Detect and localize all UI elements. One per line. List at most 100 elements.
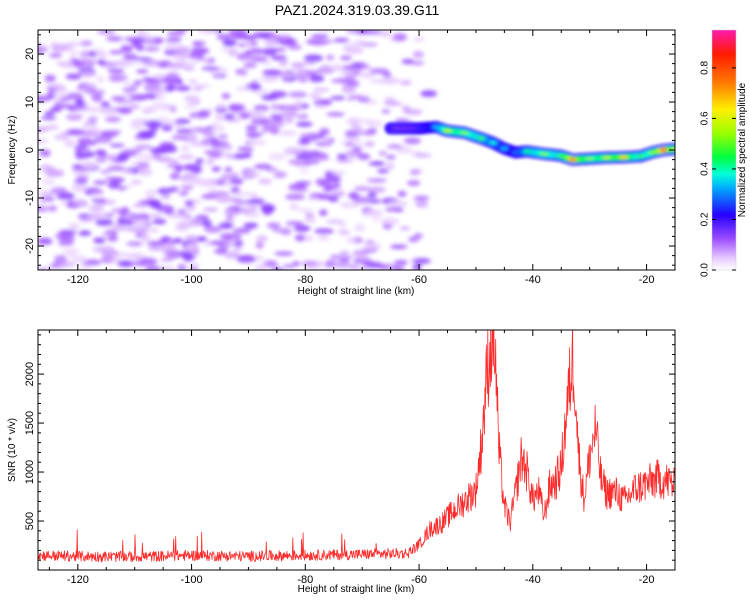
noise-patch [148, 227, 160, 233]
noise-patch [299, 169, 310, 174]
noise-patch [232, 228, 248, 234]
noise-patch [100, 101, 110, 107]
noise-patch [256, 235, 269, 242]
noise-patch [139, 257, 158, 266]
noise-patch [303, 235, 315, 243]
noise-patch [305, 213, 315, 218]
noise-patch [225, 118, 242, 123]
noise-patch [222, 233, 242, 242]
noise-patch [413, 36, 425, 43]
noise-patch [220, 47, 229, 52]
colorbar-label: Normalized spectral amplitude [737, 82, 748, 217]
noise-patch [248, 113, 265, 120]
noise-patch [40, 116, 57, 121]
noise-patch [249, 198, 265, 204]
noise-patch [133, 80, 143, 86]
noise-patch [114, 99, 135, 104]
noise-patch [134, 226, 149, 234]
y-tick-label: 1500 [24, 411, 36, 435]
noise-patch [380, 30, 392, 38]
y-tick-label: 20 [24, 48, 36, 60]
noise-patch [177, 264, 187, 270]
noise-patch [253, 163, 273, 170]
noise-patch [38, 49, 46, 53]
noise-patch [225, 214, 234, 222]
noise-patch [275, 34, 285, 41]
noise-patch [355, 222, 365, 230]
x-tick-label: -20 [639, 574, 655, 586]
y-tick-label: 2000 [24, 362, 36, 386]
colorbar-ticks: 0.0 0.2 0.4 0.6 0.8 [700, 61, 736, 277]
noise-patch [364, 242, 381, 247]
snr-y-ticks: 500 1000 1500 2000 [24, 334, 675, 561]
signal-core [648, 150, 657, 154]
noise-patch [154, 37, 163, 44]
noise-patch [274, 251, 294, 256]
noise-patch [75, 175, 90, 180]
noise-patch [165, 251, 181, 259]
spectrogram-y-label: Frequency (Hz) [7, 116, 18, 185]
noise-patch [262, 69, 282, 76]
noise-patch [53, 43, 72, 48]
noise-patch [38, 267, 50, 270]
noise-patch [87, 50, 98, 57]
noise-patch [184, 176, 204, 184]
noise-patch [360, 42, 378, 47]
colorbar: 0.0 0.2 0.4 0.6 0.8 Normalized spectral ampl… [700, 29, 748, 277]
noise-patch [134, 57, 153, 61]
noise-patch [215, 195, 233, 203]
noise-patch [152, 152, 161, 160]
noise-patch [157, 187, 172, 195]
noise-patch [248, 139, 267, 146]
noise-patch [236, 254, 256, 263]
noise-patch [255, 241, 264, 250]
spectrogram-y-ticks: -20 -10 0 10 20 [24, 34, 675, 266]
noise-patch [311, 156, 330, 161]
noise-patch [171, 135, 188, 140]
signal-core [511, 150, 520, 154]
noise-patch [413, 258, 431, 264]
noise-patch [122, 87, 137, 92]
noise-patch [295, 154, 314, 160]
noise-patch [321, 137, 331, 144]
noise-patch [87, 116, 98, 122]
noise-patch [377, 168, 390, 174]
noise-patch [143, 83, 164, 91]
noise-patch [244, 171, 261, 178]
noise-patch [41, 178, 56, 186]
noise-patch [235, 86, 252, 91]
noise-patch [313, 87, 330, 92]
noise-patch [107, 181, 121, 189]
noise-patch [353, 186, 371, 192]
noise-patch [130, 179, 143, 185]
noise-patch [339, 55, 353, 61]
noise-patch [397, 190, 407, 197]
noise-patch [149, 213, 163, 219]
snr-x-label: Height of straight line (km) [298, 584, 415, 595]
noise-patch [296, 208, 314, 213]
noise-patch [136, 47, 145, 52]
noise-patch [137, 167, 153, 176]
noise-patch [49, 262, 61, 269]
signal-core [500, 146, 509, 151]
noise-patch [96, 51, 108, 59]
colorbar-tick-label: 0.4 [700, 162, 711, 176]
noise-patch [326, 219, 345, 224]
noise-patch [361, 213, 373, 218]
noise-patch [156, 244, 177, 249]
noise-patch [122, 148, 143, 154]
noise-patch [216, 247, 227, 255]
spectrogram-noise [38, 30, 438, 270]
noise-patch [293, 224, 311, 233]
noise-patch [290, 62, 305, 69]
noise-patch [347, 80, 360, 87]
signal-core [568, 158, 577, 162]
noise-patch [98, 245, 115, 254]
noise-patch [228, 30, 248, 36]
noise-patch [204, 225, 222, 233]
noise-patch [262, 207, 273, 216]
noise-patch [93, 47, 104, 53]
snr-panel: -120 -100 -80 -60 -40 -20 500 1000 1500 2000 Hei… [7, 329, 676, 595]
